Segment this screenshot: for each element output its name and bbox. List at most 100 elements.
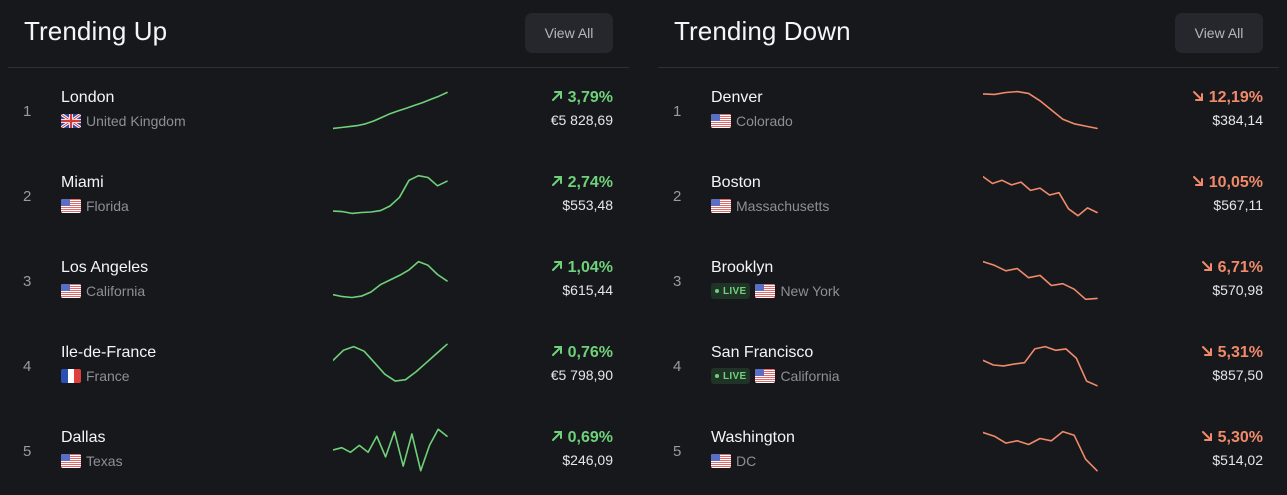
price-value: $514,02 — [1212, 452, 1263, 468]
sparkline-chart — [333, 91, 448, 130]
region-name: California — [780, 368, 840, 384]
list-item[interactable]: 3 Brooklyn LIVE New York 6,71% $570,98 — [658, 239, 1279, 324]
sparkline-path — [983, 90, 1098, 130]
region-line: California — [61, 282, 145, 300]
region-name: DC — [736, 453, 757, 469]
percent-change: 12,19% — [1192, 89, 1263, 107]
sparkline-path — [983, 345, 1098, 387]
region-line: Texas — [61, 452, 123, 470]
sparkline-path — [333, 91, 448, 130]
price-value: $570,98 — [1212, 282, 1263, 298]
price-value: $567,11 — [1213, 197, 1263, 213]
city-name: Washington — [711, 429, 795, 446]
sparkline-path — [333, 343, 448, 382]
region-line: LIVE California — [711, 367, 840, 385]
rank-number: 3 — [23, 273, 32, 290]
list-item[interactable]: 4 San Francisco LIVE California 5,31% $857,50 — [658, 324, 1279, 409]
arrow-down-right-icon — [1201, 429, 1213, 447]
price-value: $384,14 — [1212, 112, 1263, 128]
arrow-down-right-icon — [1192, 174, 1204, 192]
percent-change: 0,69% — [551, 429, 613, 447]
sparkline-chart — [983, 260, 1098, 301]
arrow-up-right-icon — [551, 89, 563, 107]
list-item[interactable]: 1 London United Kingdom 3,79% €5 828,69 — [8, 69, 629, 154]
region-line: Massachusetts — [711, 197, 829, 215]
city-name: Boston — [711, 174, 761, 191]
price-value: $615,44 — [562, 282, 613, 298]
sparkline-path — [983, 430, 1098, 472]
city-name: London — [61, 89, 115, 106]
region-name: Texas — [86, 453, 123, 469]
panel-header: Trending Up View All — [8, 0, 629, 68]
rank-number: 4 — [673, 358, 682, 375]
flag-us-icon — [61, 284, 81, 298]
flag-gb-icon — [61, 114, 81, 128]
arrow-down-right-icon — [1192, 89, 1204, 107]
live-badge: LIVE — [711, 283, 751, 299]
list-item[interactable]: 1 Denver Colorado 12,19% $384,14 — [658, 69, 1279, 154]
flag-us-icon — [61, 199, 81, 213]
trending-down-panel: Trending Down View All 1 Denver Colorado 12… — [658, 0, 1279, 495]
rank-number: 5 — [673, 443, 682, 460]
region-name: Florida — [86, 198, 129, 214]
flag-us-icon — [711, 114, 731, 128]
percent-change: 5,31% — [1201, 344, 1263, 362]
rank-number: 4 — [23, 358, 32, 375]
list-item[interactable]: 2 Boston Massachusetts 10,05% $567,11 — [658, 154, 1279, 239]
list-item[interactable]: 5 Washington DC 5,30% $514,02 — [658, 409, 1279, 494]
percent-value: 0,69% — [567, 429, 613, 446]
price-value: €5 798,90 — [550, 367, 613, 383]
region-line: Florida — [61, 197, 129, 215]
arrow-up-right-icon — [551, 429, 563, 447]
percent-value: 3,79% — [567, 89, 613, 106]
price-value: $857,50 — [1212, 367, 1263, 383]
trending-up-panel: Trending Up View All 1 London United Kingd… — [8, 0, 629, 495]
city-name: Miami — [61, 174, 104, 191]
rank-number: 2 — [23, 188, 32, 205]
panel-header: Trending Down View All — [658, 0, 1279, 68]
list-item[interactable]: 3 Los Angeles California 1,04% $615,44 — [8, 239, 629, 324]
city-name: Ile-de-France — [61, 344, 157, 361]
rank-number: 1 — [23, 103, 32, 120]
region-line: LIVE New York — [711, 282, 840, 300]
percent-value: 0,76% — [567, 344, 613, 361]
flag-us-icon — [61, 454, 81, 468]
sparkline-path — [333, 260, 448, 299]
sparkline-chart — [983, 345, 1098, 387]
live-label: LIVE — [723, 370, 747, 382]
live-dot-icon — [715, 374, 719, 378]
flag-us-icon — [755, 284, 776, 298]
price-value: €5 828,69 — [550, 112, 613, 128]
list-item[interactable]: 5 Dallas Texas 0,69% $246,09 — [8, 409, 629, 494]
sparkline-chart — [983, 430, 1098, 472]
price-value: $246,09 — [562, 452, 613, 468]
percent-value: 10,05% — [1208, 174, 1263, 191]
sparkline-chart — [333, 260, 448, 299]
rank-number: 1 — [673, 103, 682, 120]
percent-change: 1,04% — [551, 259, 613, 277]
percent-value: 5,31% — [1217, 344, 1263, 361]
arrow-up-right-icon — [551, 344, 563, 362]
region-name: California — [86, 283, 146, 299]
region-line: DC — [711, 452, 756, 470]
percent-change: 5,30% — [1201, 429, 1263, 447]
sparkline-chart — [333, 428, 448, 472]
region-name: Colorado — [736, 113, 793, 129]
rank-number: 3 — [673, 273, 682, 290]
view-all-button[interactable]: View All — [525, 13, 613, 53]
sparkline-chart — [333, 174, 448, 215]
city-name: Brooklyn — [711, 259, 774, 276]
percent-change: 3,79% — [551, 89, 613, 107]
sparkline-path — [983, 260, 1098, 301]
view-all-button[interactable]: View All — [1175, 13, 1263, 53]
region-name: France — [86, 368, 130, 384]
sparkline-chart — [333, 343, 448, 382]
list-item[interactable]: 4 Ile-de-France France 0,76% €5 798,90 — [8, 324, 629, 409]
region-name: Massachusetts — [736, 198, 830, 214]
percent-value: 12,19% — [1208, 89, 1263, 106]
percent-value: 5,30% — [1217, 429, 1263, 446]
city-name: San Francisco — [711, 344, 814, 361]
arrow-down-right-icon — [1201, 344, 1213, 362]
arrow-down-right-icon — [1201, 259, 1213, 277]
list-item[interactable]: 2 Miami Florida 2,74% $553,48 — [8, 154, 629, 239]
